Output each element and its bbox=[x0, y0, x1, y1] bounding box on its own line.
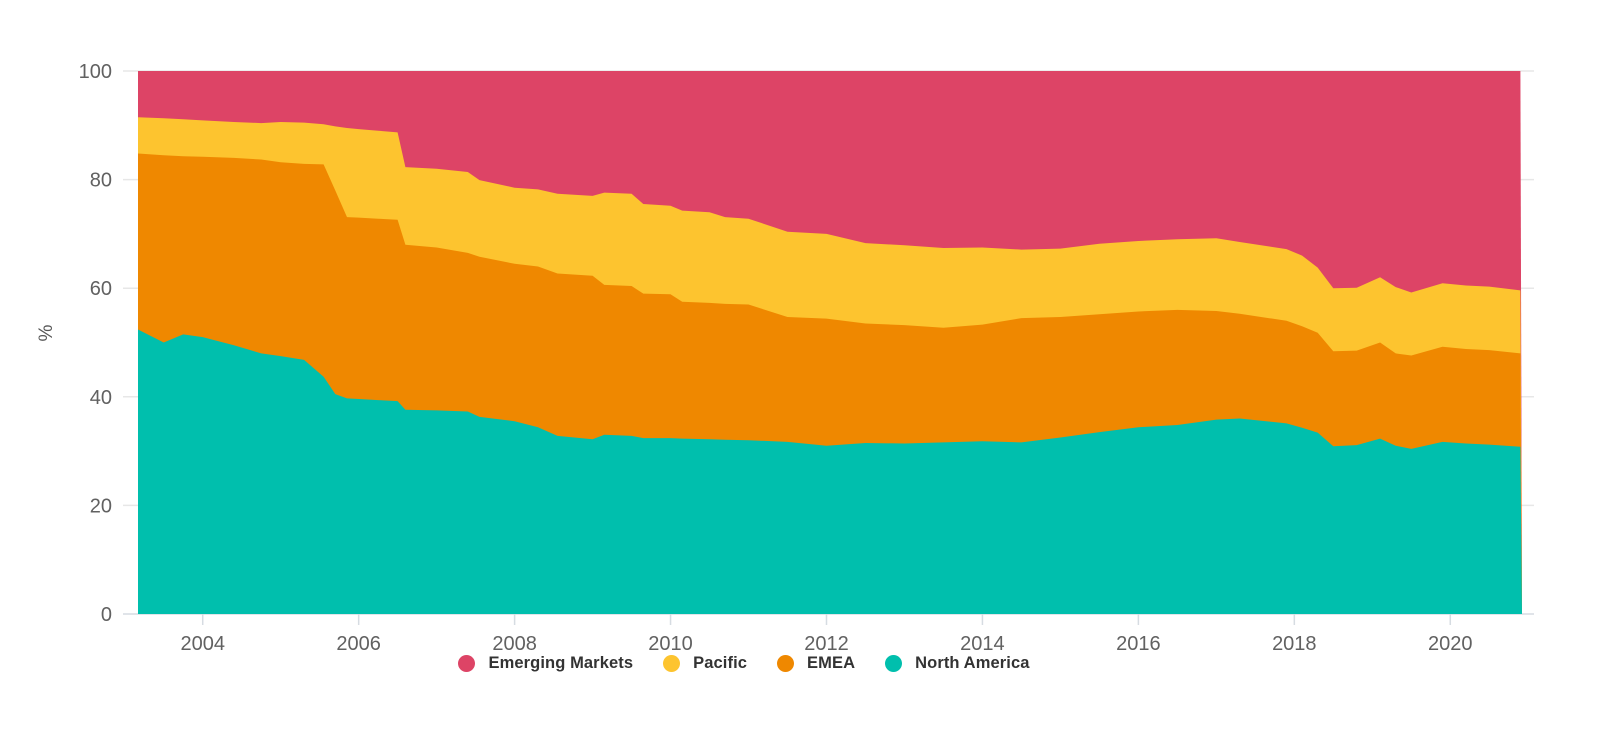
y-tick-label: 60 bbox=[90, 278, 112, 300]
legend-label-north-america: North America bbox=[915, 654, 1030, 672]
legend-item-north-america[interactable]: North America bbox=[885, 654, 1029, 673]
legend-label-emea: EMEA bbox=[807, 654, 856, 672]
legend-marker-pacific bbox=[663, 655, 681, 672]
y-tick-label: 20 bbox=[90, 495, 112, 517]
legend-item-emea[interactable]: EMEA bbox=[777, 654, 855, 673]
x-tick-label: 2018 bbox=[1272, 633, 1317, 655]
y-tick-label: 80 bbox=[90, 170, 112, 192]
x-tick-label: 2020 bbox=[1428, 633, 1473, 655]
x-tick-label: 2012 bbox=[804, 633, 849, 655]
x-tick-label: 2004 bbox=[180, 633, 225, 655]
legend-marker-emea bbox=[777, 655, 795, 672]
legend-marker-emerging-markets bbox=[458, 655, 476, 672]
y-tick-label: 100 bbox=[79, 61, 112, 83]
x-tick-label: 2014 bbox=[960, 633, 1005, 655]
legend: Emerging Markets Pacific EMEA North America bbox=[0, 654, 1544, 673]
legend-label-emerging-markets: Emerging Markets bbox=[488, 654, 634, 672]
x-tick-label: 2008 bbox=[492, 633, 537, 655]
legend-marker-north-america bbox=[885, 655, 903, 672]
y-tick-label: 40 bbox=[90, 387, 112, 409]
x-tick-label: 2016 bbox=[1116, 633, 1161, 655]
x-tick-label: 2010 bbox=[648, 633, 693, 655]
legend-label-pacific: Pacific bbox=[693, 654, 748, 672]
legend-item-emerging-markets[interactable]: Emerging Markets bbox=[458, 654, 633, 673]
y-axis-title: % bbox=[36, 324, 57, 342]
legend-item-pacific[interactable]: Pacific bbox=[663, 654, 747, 673]
series-area-north-america bbox=[138, 329, 1522, 614]
x-tick-label: 2006 bbox=[336, 633, 381, 655]
y-tick-label: 0 bbox=[101, 604, 112, 626]
